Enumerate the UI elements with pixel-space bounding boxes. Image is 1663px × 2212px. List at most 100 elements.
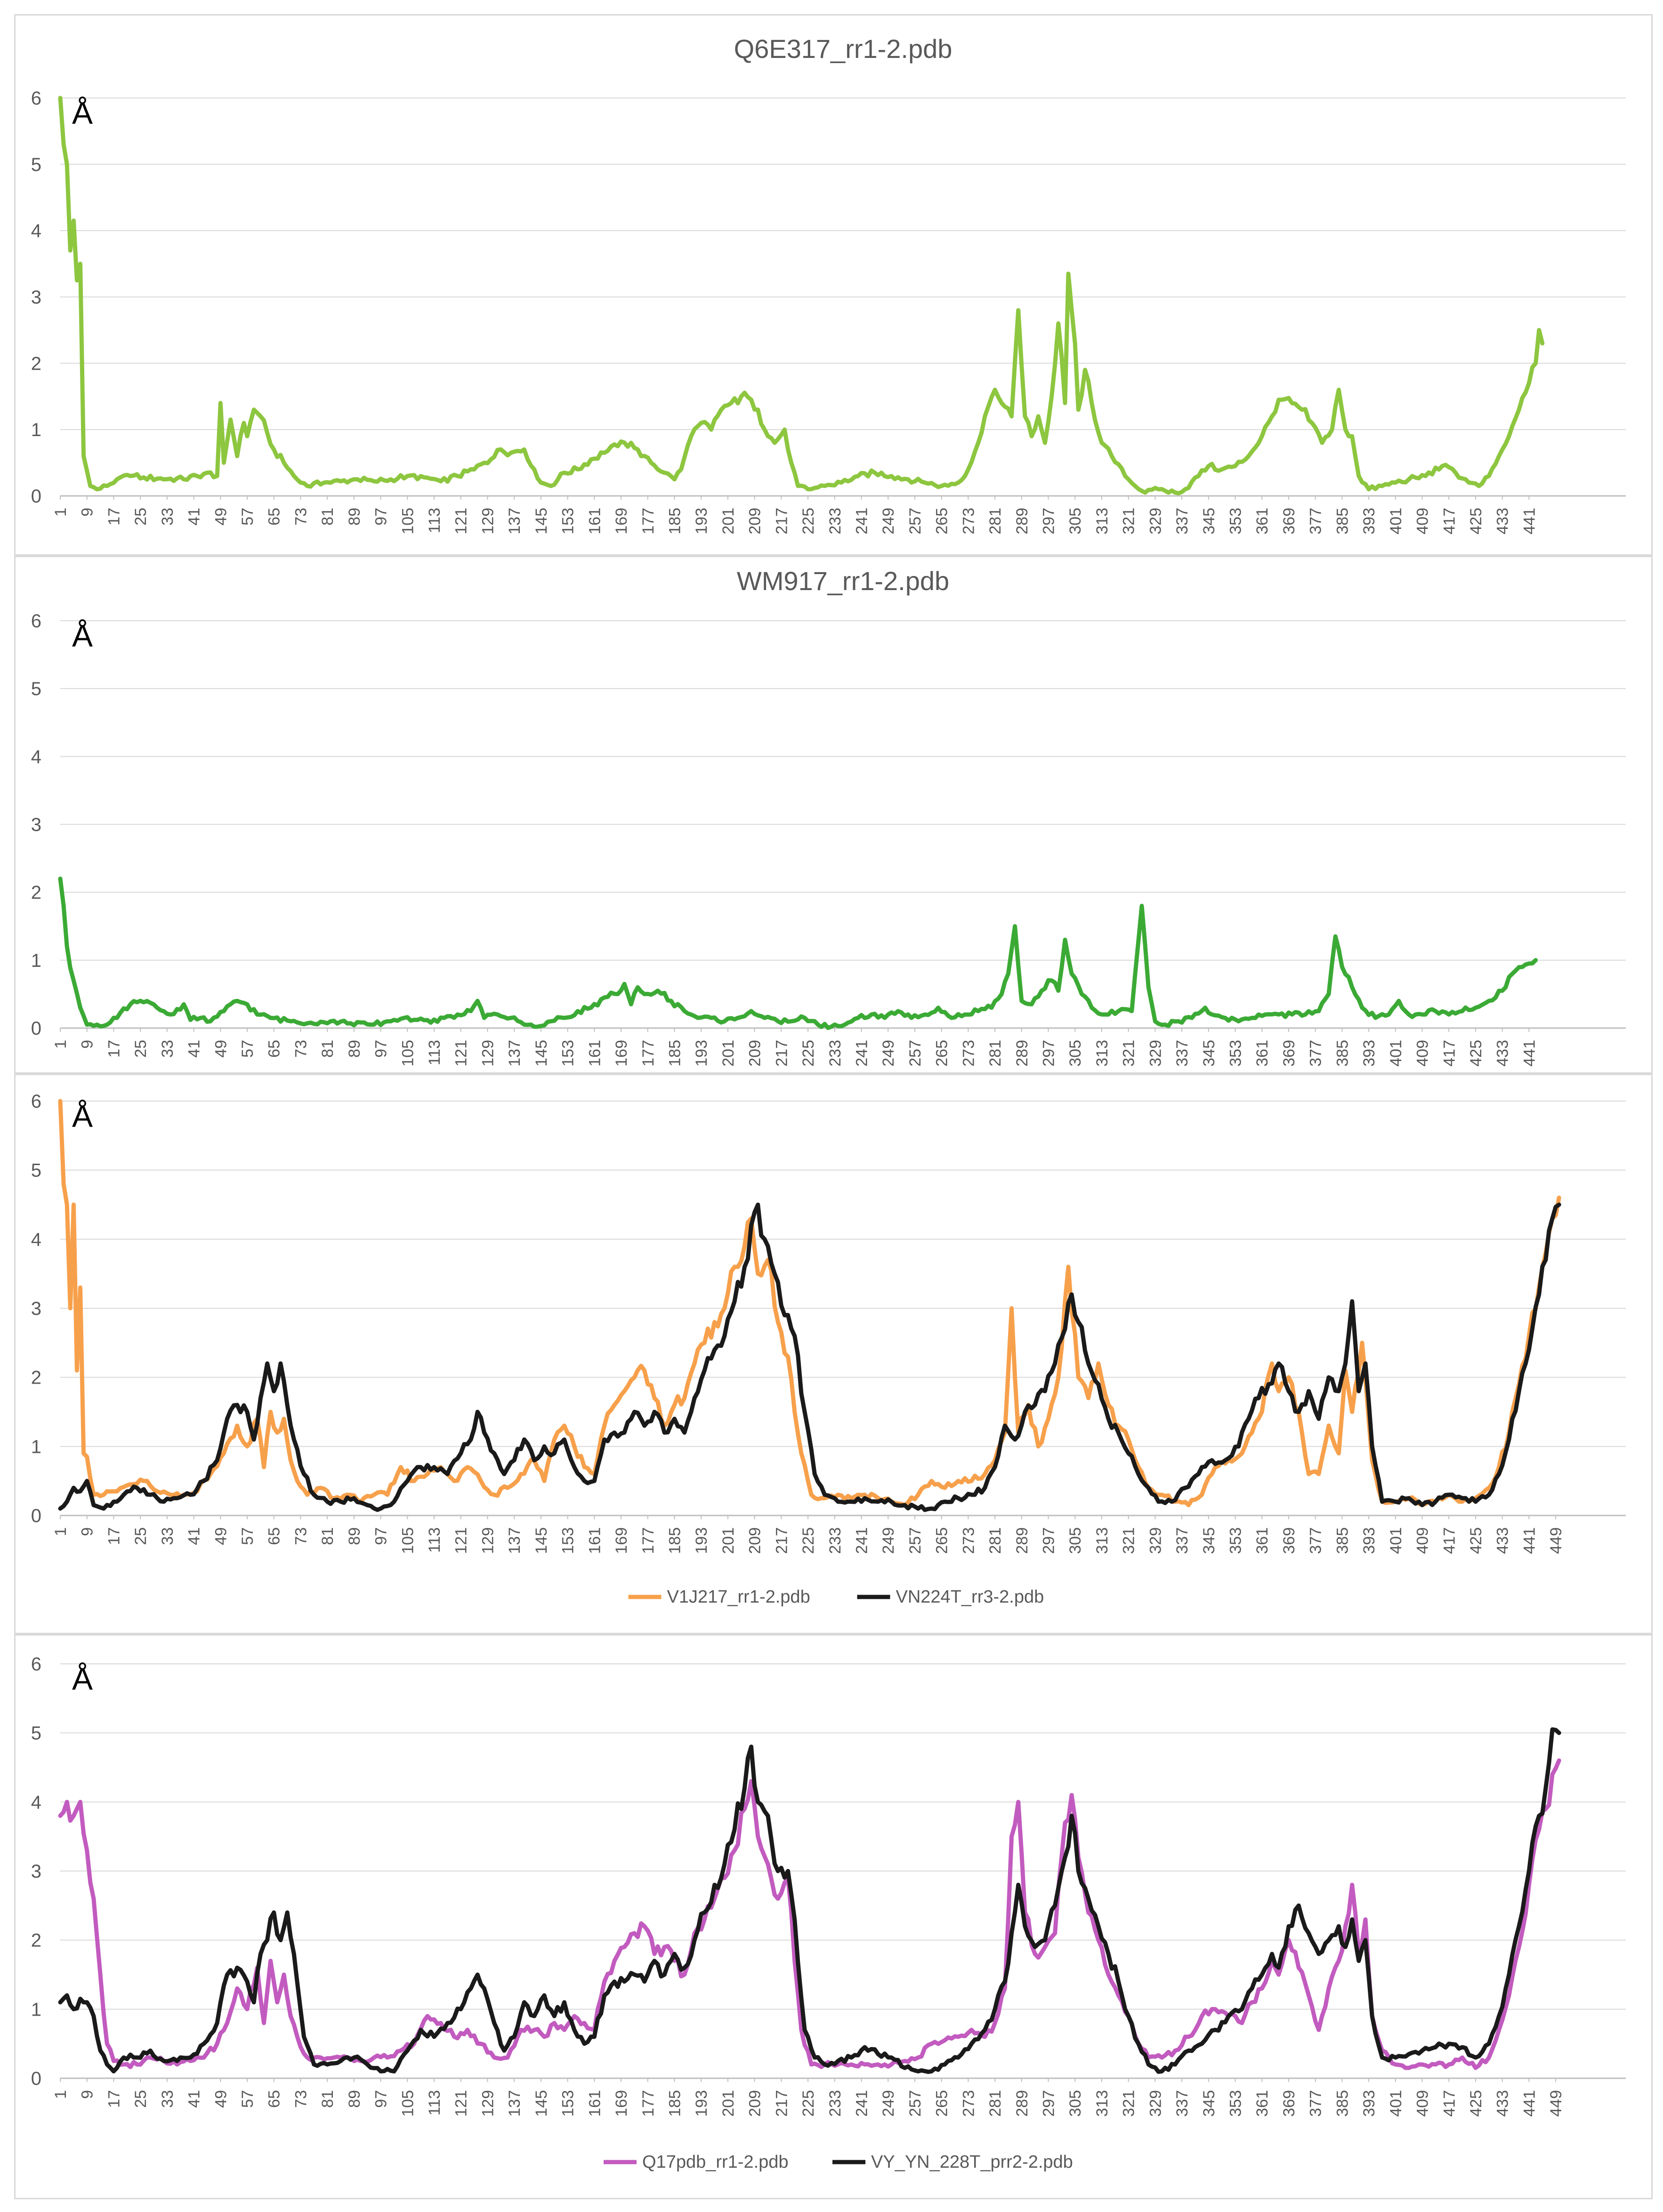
x-tick-label: 33: [159, 2090, 177, 2108]
x-tick-label: 393: [1360, 1040, 1378, 1067]
x-tick-label: 273: [960, 1040, 977, 1067]
x-tick-label: 353: [1227, 1040, 1245, 1067]
x-tick-label: 377: [1307, 1527, 1325, 1554]
x-tick-label: 417: [1440, 2090, 1458, 2117]
x-tick-label: 281: [986, 1527, 1004, 1554]
x-tick-label: 9: [79, 2090, 97, 2099]
x-tick-label: 169: [613, 1040, 630, 1067]
x-tick-label: 193: [693, 508, 710, 535]
x-tick-label: 425: [1467, 508, 1485, 535]
x-tick-label: 265: [933, 1040, 951, 1067]
x-tick-label: 273: [960, 1527, 977, 1554]
x-tick-label: 441: [1520, 1040, 1538, 1067]
x-tick-label: 225: [799, 508, 817, 535]
x-tick-label: 417: [1440, 1040, 1458, 1067]
x-tick-label: 401: [1387, 1040, 1405, 1067]
x-tick-label: 225: [799, 1527, 817, 1554]
y-tick-label: 5: [31, 679, 41, 699]
x-tick-label: 425: [1467, 1040, 1485, 1067]
x-tick-label: 145: [533, 1527, 550, 1554]
x-tick-label: 329: [1146, 2090, 1164, 2117]
x-tick-label: 185: [666, 2090, 684, 2117]
y-tick-label: 2: [31, 353, 41, 374]
x-tick-label: 97: [372, 2090, 390, 2108]
x-tick-label: 145: [533, 508, 550, 535]
x-tick-label: 89: [346, 1040, 363, 1058]
x-tick-label: 169: [613, 1527, 630, 1554]
x-tick-label: 345: [1200, 1527, 1218, 1554]
x-tick-label: 401: [1387, 2090, 1405, 2117]
x-tick-label: 441: [1520, 1527, 1538, 1554]
x-tick-label: 153: [559, 1040, 577, 1067]
x-tick-label: 105: [399, 2090, 417, 2117]
x-tick-label: 241: [853, 1527, 871, 1554]
x-tick-label: 9: [79, 508, 97, 517]
y-tick-label: 4: [31, 1229, 41, 1250]
x-tick-label: 361: [1253, 1527, 1271, 1554]
x-tick-label: 121: [452, 2090, 470, 2117]
x-tick-label: 433: [1494, 508, 1512, 535]
x-tick-label: 105: [399, 1527, 417, 1554]
x-tick-label: 25: [132, 2090, 150, 2108]
x-tick-label: 409: [1414, 508, 1432, 535]
x-tick-label: 201: [719, 1040, 737, 1067]
x-tick-label: 313: [1093, 508, 1111, 535]
x-tick-label: 17: [105, 2090, 123, 2108]
x-tick-label: 233: [826, 1527, 844, 1554]
x-tick-label: 233: [826, 2090, 844, 2117]
x-tick-label: 425: [1467, 1527, 1485, 1554]
y-tick-label: 0: [31, 486, 41, 507]
y-tick-label: 1: [31, 950, 41, 971]
x-tick-label: 129: [479, 2090, 497, 2117]
x-tick-label: 393: [1360, 508, 1378, 535]
y-tick-label: 6: [31, 1091, 41, 1112]
x-tick-label: 209: [746, 1040, 764, 1067]
x-tick-label: 369: [1280, 2090, 1298, 2117]
x-tick-label: 345: [1200, 1040, 1218, 1067]
x-tick-label: 49: [212, 508, 230, 526]
x-tick-label: 217: [773, 1040, 791, 1067]
x-tick-label: 337: [1173, 508, 1191, 535]
x-tick-label: 241: [853, 2090, 871, 2117]
x-tick-label: 393: [1360, 1527, 1378, 1554]
x-tick-label: 281: [986, 1040, 1004, 1067]
x-tick-label: 217: [773, 508, 791, 535]
x-tick-label: 361: [1253, 1040, 1271, 1067]
x-tick-label: 385: [1333, 508, 1351, 535]
x-tick-label: 241: [853, 508, 871, 535]
x-tick-label: 17: [105, 508, 123, 526]
x-tick-label: 337: [1173, 1527, 1191, 1554]
x-tick-label: 257: [906, 1040, 924, 1067]
x-tick-label: 441: [1520, 2090, 1538, 2117]
x-tick-label: 409: [1414, 1527, 1432, 1554]
x-tick-label: 313: [1093, 1040, 1111, 1067]
x-tick-label: 105: [399, 1040, 417, 1067]
x-tick-label: 33: [159, 1040, 177, 1058]
x-tick-label: 305: [1066, 1040, 1084, 1067]
series-line-1: [58, 1758, 1561, 2070]
x-tick-label: 313: [1093, 2090, 1111, 2117]
x-tick-label: 137: [506, 2090, 524, 2117]
x-tick-label: 137: [506, 1040, 524, 1067]
x-tick-label: 425: [1467, 2090, 1485, 2117]
y-tick-label: 6: [31, 611, 41, 632]
x-tick-label: 257: [906, 508, 924, 535]
x-tick-label: 225: [799, 2090, 817, 2117]
x-tick-label: 121: [452, 1527, 470, 1554]
x-tick-label: 185: [666, 1527, 684, 1554]
y-tick-label: 4: [31, 221, 41, 242]
x-tick-label: 265: [933, 508, 951, 535]
x-tick-label: 161: [586, 2090, 604, 2117]
x-tick-label: 257: [906, 1527, 924, 1554]
x-tick-label: 193: [693, 2090, 710, 2117]
y-tick-label: 3: [31, 287, 41, 308]
x-tick-label: 289: [1013, 1527, 1031, 1554]
x-tick-label: 265: [933, 1527, 951, 1554]
x-tick-label: 201: [719, 508, 737, 535]
x-tick-label: 433: [1494, 1040, 1512, 1067]
x-tick-label: 185: [666, 508, 684, 535]
x-tick-label: 169: [613, 2090, 630, 2117]
chart-panel-3: 0 1 2 3 4 5 6 Å 1 9 17 25 33 41 49 57 65 73 81 89 97 105 113 12…: [14, 1074, 1653, 1634]
y-tick-label: 0: [31, 1506, 41, 1526]
